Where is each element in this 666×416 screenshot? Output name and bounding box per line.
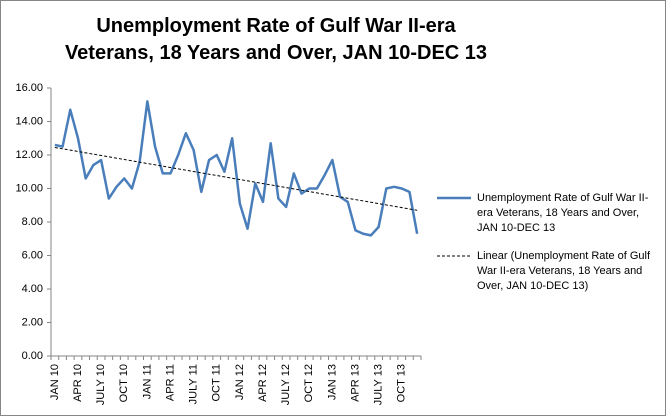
y-tick-label: 10.00 xyxy=(15,182,43,194)
y-tick-label: 0.00 xyxy=(22,350,43,362)
chart-title: Unemployment Rate of Gulf War II-era Vet… xyxy=(64,15,488,64)
x-tick-label: OCT 10 xyxy=(118,364,130,402)
x-tick-label: APR 13 xyxy=(349,364,361,402)
x-tick-label: OCT 12 xyxy=(303,364,315,402)
y-tick-label: 12.00 xyxy=(15,149,43,161)
x-tick-label: JAN 11 xyxy=(141,364,153,399)
legend-label: Unemployment Rate of Gulf War II-era Vet… xyxy=(477,192,649,234)
y-tick-label: 2.00 xyxy=(22,316,43,328)
series-line xyxy=(54,100,419,237)
trendline xyxy=(54,146,418,211)
y-tick-label: 6.00 xyxy=(22,249,43,261)
x-tick-label: JAN 10 xyxy=(49,364,61,400)
x-tick-label: OCT 11 xyxy=(211,364,223,402)
x-tick-label: JULY 12 xyxy=(280,364,292,405)
x-tick-label: JULY 10 xyxy=(95,364,107,405)
legend-label: Linear (Unemployment Rate of Gulf War II… xyxy=(477,250,651,292)
y-tick-label: 4.00 xyxy=(22,283,43,295)
y-tick-label: 16.00 xyxy=(15,82,43,94)
x-tick-label: APR 10 xyxy=(72,364,84,402)
x-tick-label: APR 12 xyxy=(257,364,269,402)
y-tick-label: 8.00 xyxy=(22,216,43,228)
x-tick-label: JAN 12 xyxy=(234,364,246,400)
x-tick-label: JULY 11 xyxy=(188,364,200,404)
x-tick-label: OCT 13 xyxy=(396,364,408,402)
y-tick-label: 14.00 xyxy=(15,115,43,127)
x-tick-label: JULY 13 xyxy=(373,364,385,405)
x-tick-label: APR 11 xyxy=(164,364,176,401)
x-tick-label: JAN 13 xyxy=(326,364,338,400)
